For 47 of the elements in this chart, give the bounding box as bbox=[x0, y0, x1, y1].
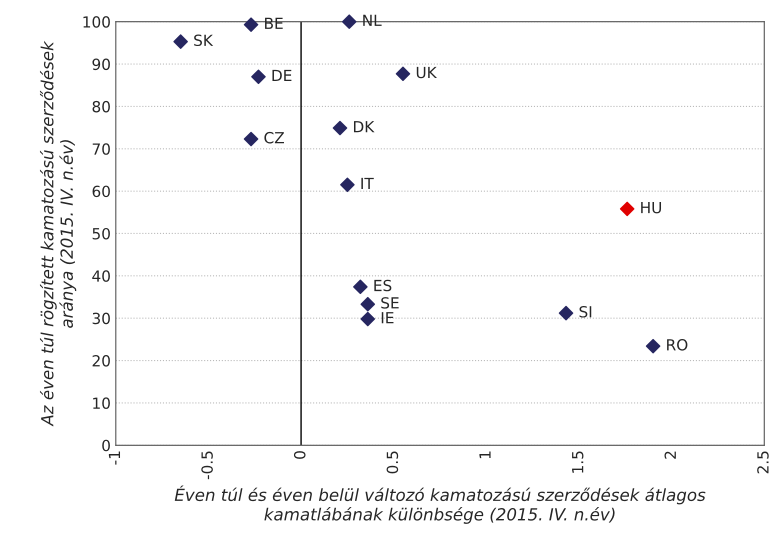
x-axis-title: Éven túl és éven belül változó kamatozású szerződések átlagos kamatlábának különbsége (2015. IV. n.év) bbox=[174, 485, 706, 524]
point bbox=[244, 132, 258, 146]
annotation: IE bbox=[382, 312, 394, 324]
point bbox=[646, 338, 660, 354]
y-tick-label: 60 bbox=[92, 186, 110, 198]
y-tick-label: 100 bbox=[83, 16, 110, 28]
annotation: DK bbox=[354, 121, 375, 132]
annotation: IT bbox=[361, 178, 374, 189]
point bbox=[332, 120, 348, 136]
y-tick-label: 30 bbox=[92, 312, 110, 324]
y-tick-label: 80 bbox=[92, 100, 110, 112]
y-axis-title: Az éven túl rögzített kamatozású szerződések aránya (2015. IV. n.év) bbox=[40, 40, 76, 427]
x-tick-label: 2.5 bbox=[757, 451, 769, 474]
annotation: CZ bbox=[264, 132, 284, 144]
annotation: SI bbox=[580, 306, 592, 318]
point bbox=[173, 34, 188, 49]
point bbox=[360, 312, 376, 326]
annotation: SE bbox=[381, 297, 399, 309]
x-tick-label: 1 bbox=[479, 452, 491, 458]
x-tick-label: 0.5 bbox=[386, 451, 398, 474]
annotation: HU bbox=[641, 202, 662, 214]
y-tick-label: 90 bbox=[92, 58, 110, 70]
x-tick-label: 0 bbox=[294, 451, 306, 459]
point bbox=[342, 14, 357, 30]
x-tick-label: -1 bbox=[108, 452, 120, 465]
y-tick-label: 50 bbox=[92, 228, 110, 240]
annotation: RO bbox=[667, 339, 688, 351]
annotation: UK bbox=[416, 66, 438, 78]
annotation: DE bbox=[272, 70, 292, 81]
y-tick-label: 40 bbox=[92, 270, 110, 282]
y-tick-label: 0 bbox=[102, 440, 110, 452]
point bbox=[251, 69, 266, 84]
annotation: SK bbox=[194, 34, 214, 46]
point bbox=[340, 178, 355, 192]
point bbox=[353, 280, 368, 294]
point bbox=[396, 66, 410, 82]
y-tick-label: 70 bbox=[92, 143, 110, 155]
point bbox=[244, 17, 258, 32]
point bbox=[620, 202, 634, 216]
x-tick-label: -0.5 bbox=[201, 451, 213, 480]
y-tick-label: 20 bbox=[92, 355, 110, 367]
point bbox=[360, 296, 376, 312]
annotation: ES bbox=[374, 280, 392, 292]
y-tick-label: 10 bbox=[93, 397, 110, 409]
point bbox=[558, 306, 574, 320]
x-tick-label: 1.5 bbox=[572, 451, 584, 473]
x-tick-label: 2 bbox=[664, 452, 676, 459]
